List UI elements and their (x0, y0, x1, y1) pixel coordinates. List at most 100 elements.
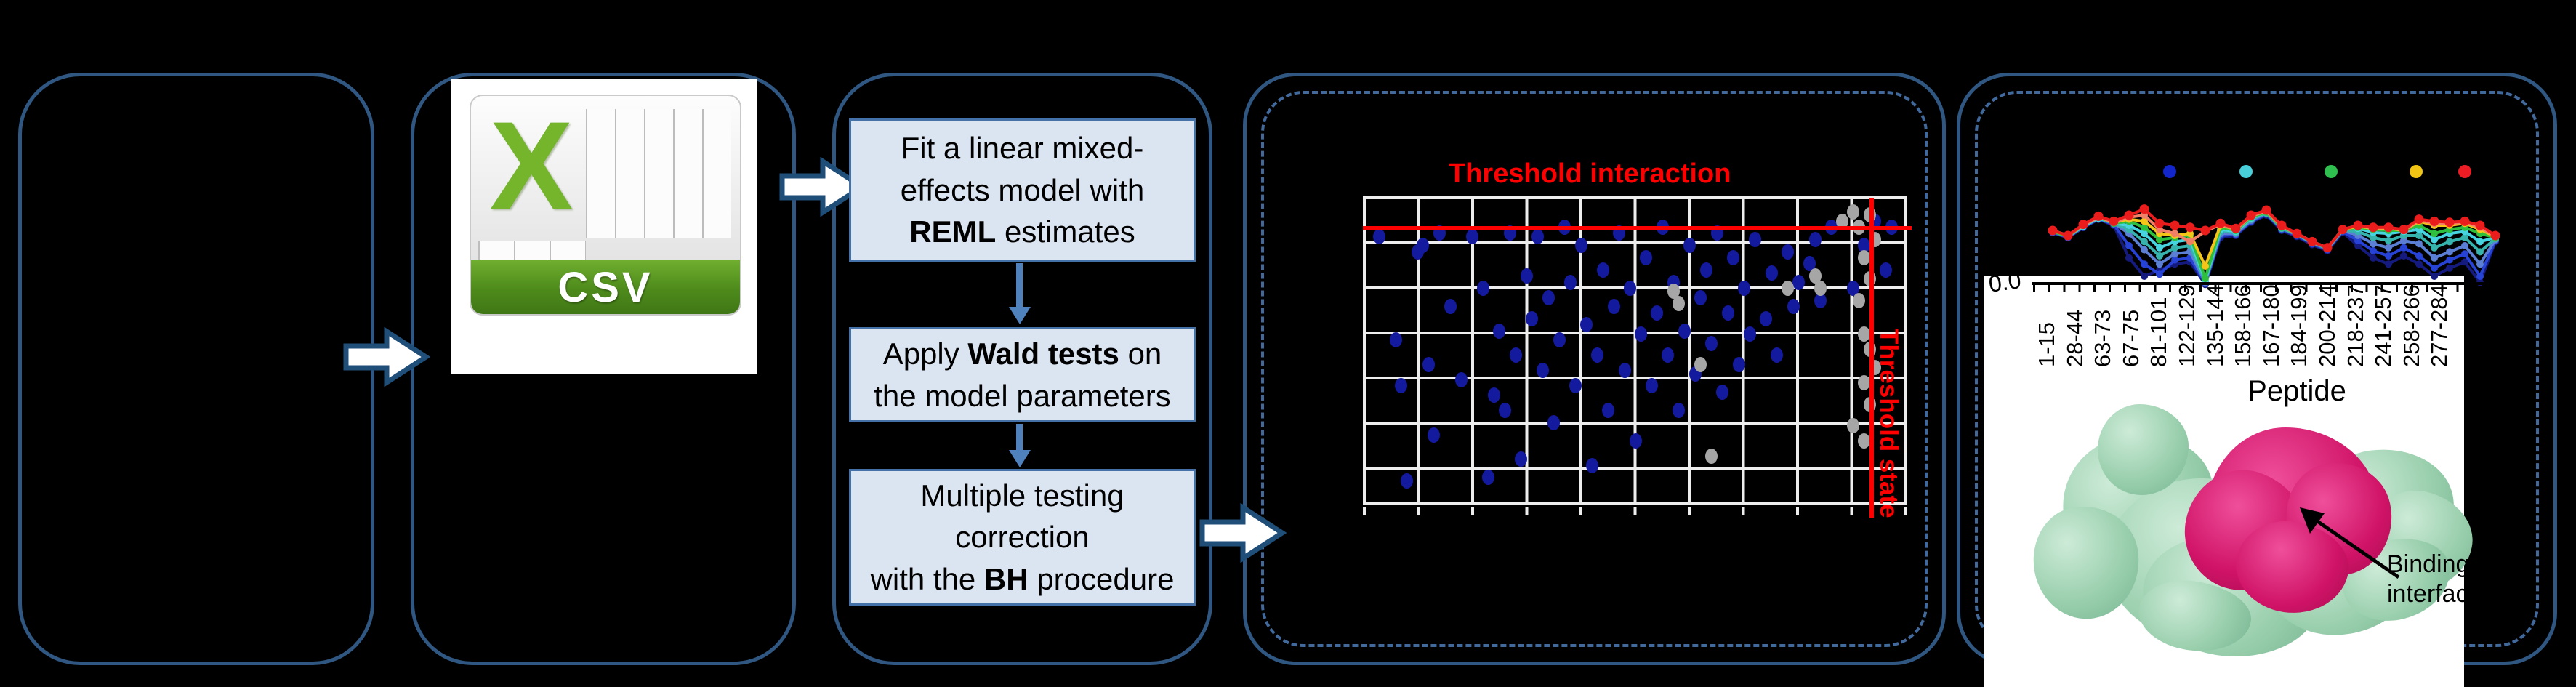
series-point-slate (2461, 242, 2468, 249)
series-point-yellow (2202, 262, 2209, 270)
flow-connector-line (1016, 263, 1023, 308)
series-point-red (2338, 225, 2348, 235)
scatter-point-blue (1465, 228, 1478, 244)
series-point-red (2063, 230, 2073, 241)
scatter-point-blue (1858, 238, 1871, 254)
series-point-red (2307, 236, 2317, 246)
scatter-point-blue (1591, 347, 1604, 363)
arrow-panel1-to-panel2 (343, 327, 430, 387)
flow-connector-line (1016, 424, 1023, 451)
scatter-point-blue (1808, 231, 1822, 247)
series-point-teal (2370, 233, 2377, 241)
series-point-blue (2446, 256, 2453, 264)
peptide-tick-label: 167-180 (2258, 284, 2284, 367)
series-point-red (2444, 217, 2455, 228)
scatter-point-blue (1743, 326, 1756, 342)
scatter-point-blue (1373, 228, 1386, 244)
scatter-point-blue (1547, 414, 1561, 430)
scatter-point-blue (1563, 274, 1577, 290)
series-point-red (2292, 228, 2302, 238)
scatter-point-blue (1771, 347, 1784, 363)
scatter-point-gray (1858, 250, 1871, 265)
series-point-slate (2370, 240, 2377, 248)
series-point-red (2139, 204, 2149, 214)
series-point-navy (2125, 254, 2133, 262)
series-point-blue (2125, 242, 2133, 249)
scatter-point-blue (1721, 305, 1734, 321)
series-point-red (2368, 222, 2378, 233)
panel-input-data (18, 73, 374, 665)
scatter-point-blue (1389, 332, 1402, 348)
flow-box-reml: Fit a linear mixed-effects model with REM… (849, 118, 1196, 262)
scatter-point-blue (1422, 357, 1435, 372)
series-point-navy (2461, 258, 2468, 266)
flow-box-bh: Multiple testing correction with the BH pr… (849, 469, 1196, 606)
scatter-point-gray (1808, 268, 1822, 284)
scatter-point-blue (1542, 289, 1555, 305)
scatter-point-blue (1847, 281, 1860, 296)
scatter-point-blue (1531, 228, 1544, 244)
scatter-point-blue (1716, 384, 1729, 400)
volcano-scatter-plot (1363, 196, 1907, 505)
series-point-slate (2400, 237, 2407, 244)
peptide-tick-label: 122-129 (2174, 284, 2199, 367)
scatter-point-blue (1417, 238, 1430, 254)
series-point-red (2490, 230, 2500, 241)
scatter-point-blue (1732, 357, 1745, 372)
flow-connector-arrowhead (1009, 450, 1031, 467)
peptide-tick-label: 28-44 (2061, 309, 2088, 367)
series-point-cyan (2431, 236, 2438, 244)
series-point-slate (2431, 254, 2438, 262)
scatter-point-blue (1509, 347, 1522, 363)
scatter-point-blue (1602, 403, 1615, 418)
scatter-point-blue (1640, 250, 1653, 265)
csv-file-icon: X CSV (451, 79, 757, 374)
series-point-blue (2354, 237, 2362, 244)
series-point-navy (2400, 252, 2407, 260)
scatter-point-gray (1858, 375, 1871, 391)
scatter-axis-ticks (1363, 507, 1907, 515)
series-point-navy (2446, 264, 2453, 272)
peptide-tick-label: 277-284 (2426, 284, 2452, 367)
scatter-point-gray (1852, 292, 1865, 308)
series-point-red (2109, 216, 2119, 226)
y-axis-zero-label: 0.0 (1987, 267, 2023, 297)
series-point-red (2048, 225, 2058, 236)
peptide-tick-label: 241-257 (2370, 284, 2396, 367)
legend-dot (2325, 165, 2338, 178)
scatter-point-blue (1760, 311, 1773, 326)
threshold-state-label: Threshold state (1875, 329, 1903, 518)
scatter-point-blue (1749, 231, 1762, 247)
series-point-slate (2385, 244, 2392, 252)
flow-box-text-line: Multiple testing (920, 478, 1124, 513)
series-point-red (2246, 210, 2256, 220)
scatter-point-blue (1624, 281, 1636, 296)
series-point-red (2261, 205, 2271, 215)
series-point-green (2202, 274, 2209, 282)
scatter-point-blue (1515, 451, 1528, 467)
scatter-point-blue (1580, 317, 1593, 333)
series-point-red (2231, 223, 2241, 233)
series-point-red (2475, 220, 2485, 230)
series-point-slate (2141, 246, 2148, 254)
peptide-tick-label: 200-214 (2314, 284, 2340, 367)
scatter-point-blue (1782, 244, 1795, 260)
scatter-point-blue (1520, 268, 1533, 284)
series-point-salmon (2186, 238, 2194, 246)
series-point-red (2399, 225, 2409, 235)
scatter-point-gray (1667, 284, 1680, 300)
scatter-point-blue (1553, 332, 1566, 348)
series-point-teal (2461, 233, 2468, 241)
series-point-teal (2431, 244, 2438, 252)
series-point-red (2383, 222, 2394, 233)
binding-interface-arrow (2300, 507, 2400, 579)
csv-banner-label: CSV (558, 263, 653, 311)
peptide-tick-label: 135-144 (2202, 284, 2228, 367)
scatter-point-blue (1498, 403, 1511, 418)
scatter-point-blue (1662, 347, 1675, 363)
series-point-red (2215, 218, 2226, 228)
peptide-tick-label: 218-237 (2342, 284, 2368, 367)
series-point-teal (2446, 238, 2453, 246)
series-point-slate (2156, 260, 2163, 268)
